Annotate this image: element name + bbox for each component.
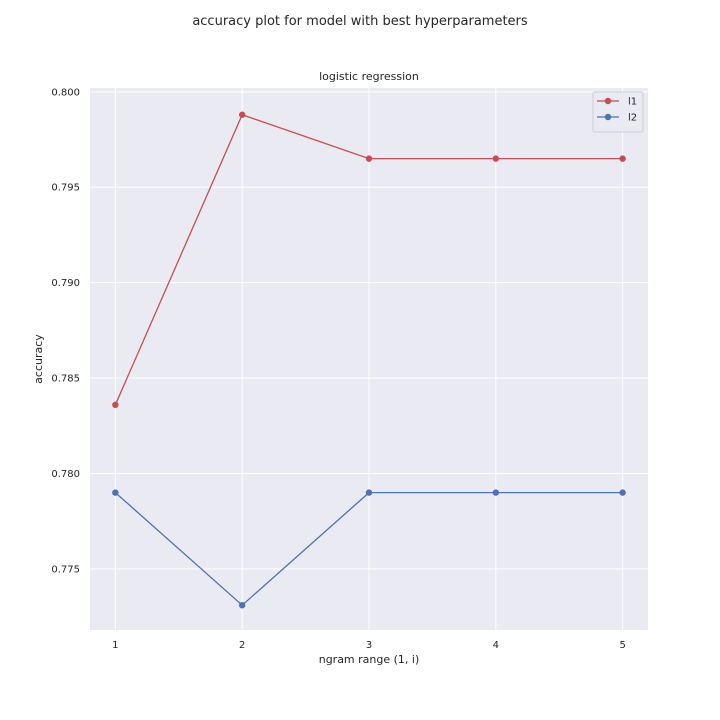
data-point-l1 xyxy=(112,401,119,409)
data-point-l1 xyxy=(619,155,626,162)
data-point-l1 xyxy=(238,111,246,118)
x-tick-label: 2 xyxy=(239,640,245,651)
legend-swatch-marker xyxy=(604,97,612,105)
chart-suptitle: accuracy plot for model with best hyperp… xyxy=(192,14,528,29)
y-axis-label: accuracy xyxy=(32,334,45,384)
legend-label-l1: l1 xyxy=(628,97,637,108)
x-axis-label: ngram range (1, i) xyxy=(319,653,420,666)
y-tick-label: 0.790 xyxy=(51,278,80,289)
y-tick-label: 0.800 xyxy=(51,87,80,98)
y-tick-label: 0.775 xyxy=(51,564,80,575)
y-tick-label: 0.785 xyxy=(51,374,80,385)
y-tick-label: 0.795 xyxy=(51,183,80,194)
data-point-l1 xyxy=(492,155,500,162)
series-layer xyxy=(112,111,626,609)
legend-swatch-marker xyxy=(604,113,612,121)
x-tick-label: 1 xyxy=(112,640,118,651)
data-point-l2 xyxy=(112,489,119,496)
grid-lines xyxy=(90,88,648,630)
x-tick-label: 5 xyxy=(619,640,625,651)
legend-label-l2: l2 xyxy=(628,113,637,124)
tick-labels: 1 2 3 4 5 0.775 0.780 0.785 0.790 0.795 0.800 xyxy=(51,87,625,651)
data-point-l2 xyxy=(619,489,626,496)
x-tick-label: 3 xyxy=(366,640,372,651)
data-point-l2 xyxy=(492,489,500,496)
y-tick-label: 0.780 xyxy=(51,469,80,480)
data-point-l1 xyxy=(365,155,373,162)
data-point-l2 xyxy=(238,601,246,609)
x-tick-label: 4 xyxy=(493,640,499,651)
chart-title: logistic regression xyxy=(319,70,419,83)
data-point-l2 xyxy=(365,489,373,496)
